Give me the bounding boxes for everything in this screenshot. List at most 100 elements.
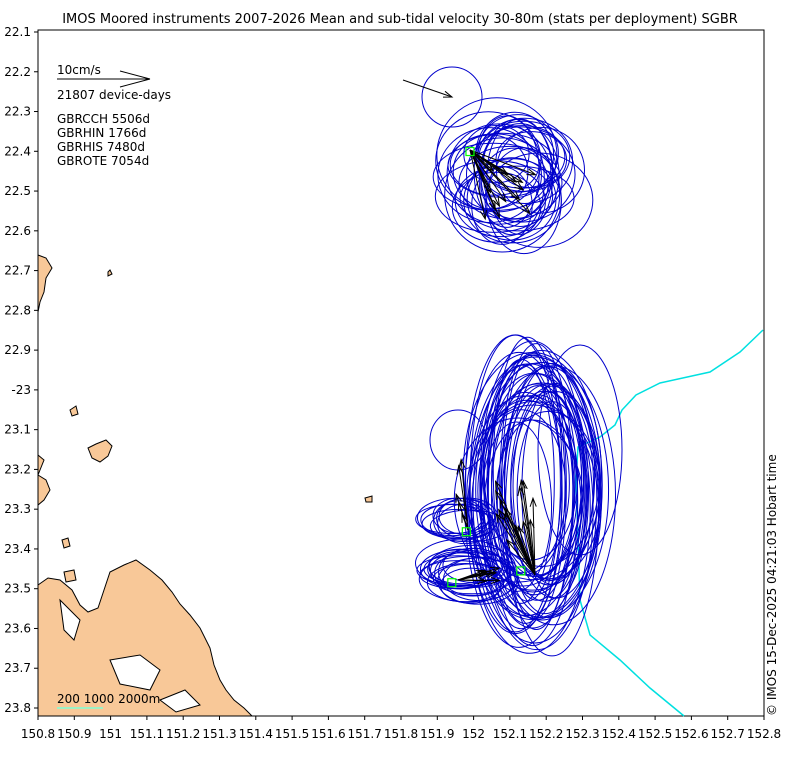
velocity-arrow-head	[457, 500, 465, 512]
velocity-ellipse	[477, 409, 567, 574]
velocity-arrow-head	[514, 182, 525, 191]
west-coast-strip	[37, 254, 53, 313]
velocity-arrow-head	[486, 570, 498, 578]
site-marker	[461, 527, 471, 537]
y-tick-label: -23	[11, 383, 31, 397]
velocity-ellipse	[504, 394, 576, 576]
x-tick-label: 150.9	[57, 727, 91, 741]
velocity-ellipse	[428, 548, 492, 585]
velocity-arrow	[469, 149, 524, 191]
velocity-ellipse	[464, 351, 574, 648]
x-tick-label: 151	[99, 727, 122, 741]
velocity-arrow-head	[526, 168, 537, 176]
velocity-ellipse	[486, 147, 562, 255]
y-tick-label: 22.6	[4, 224, 31, 238]
velocity-arrow-head	[504, 507, 512, 518]
y-tick-label: 22.8	[4, 303, 31, 317]
y-tick-label: 22.9	[4, 343, 31, 357]
velocity-arrow	[469, 149, 523, 183]
velocity-ellipse	[459, 165, 575, 232]
coastline-layer	[37, 254, 373, 717]
island-small-4	[107, 269, 113, 277]
inlets	[59, 598, 201, 713]
x-tick-label: 152.1	[493, 727, 527, 741]
x-tick-label: 151.4	[239, 727, 273, 741]
velocity-arrow	[469, 149, 486, 220]
x-tick-label: 152.8	[747, 727, 781, 741]
x-tick-label: 152.5	[638, 727, 672, 741]
velocity-arrow	[522, 521, 536, 576]
velocity-arrow	[402, 79, 453, 98]
velocity-arrow-head	[495, 489, 503, 500]
velocity-arrow-head	[477, 577, 488, 585]
velocity-arrow	[499, 499, 536, 576]
y-tick-label: 22.2	[4, 65, 31, 79]
velocity-arrow-head	[521, 520, 529, 531]
site-legend-3: GBROTE 7054d	[57, 154, 149, 168]
velocity-arrow-head	[495, 480, 503, 491]
y-tick-label: 22.1	[4, 25, 31, 39]
velocity-arrow-head	[477, 571, 488, 578]
velocity-arrow-head	[517, 524, 525, 536]
island-small-2	[61, 537, 71, 549]
velocity-arrow-head	[529, 496, 537, 507]
y-tick-label: 23.8	[4, 701, 31, 715]
site-marker	[516, 566, 526, 576]
y-axis-ticks: 22.1 22.2 22.3 22.4 22.5 22.6 22.7 22.8 22.9 -23 2…	[4, 25, 38, 715]
velocity-arrow	[458, 465, 469, 531]
x-tick-label: 151.5	[275, 727, 309, 741]
y-tick-label: 22.4	[4, 144, 31, 158]
velocity-ellipse	[446, 123, 552, 225]
y-tick-label: 23.4	[4, 542, 31, 556]
y-tick-label: 22.7	[4, 264, 31, 278]
x-tick-label: 152.7	[711, 727, 745, 741]
depth-legend-label: 200 1000 2000m	[57, 692, 160, 706]
x-tick-label: 152.6	[674, 727, 708, 741]
x-tick-label: 152	[462, 727, 485, 741]
velocity-arrow-head	[498, 167, 510, 176]
device-days-label: 21807 device-days	[57, 88, 171, 102]
velocity-arrow	[457, 571, 487, 581]
velocity-ellipse	[479, 340, 586, 629]
velocity-ellipse	[465, 126, 576, 223]
velocity-arrow-head	[479, 209, 487, 221]
y-tick-label: 23.7	[4, 661, 31, 675]
site-marker	[447, 578, 457, 588]
x-tick-label: 152.2	[529, 727, 563, 741]
velocity-ellipse	[468, 363, 591, 654]
velocity-ellipse	[466, 157, 557, 241]
velocity-ellipse	[484, 152, 594, 248]
velocity-arrow-head	[492, 208, 501, 219]
velocity-arrow-head	[488, 200, 496, 212]
x-tick-label: 151.2	[166, 727, 200, 741]
island-north-keppel	[87, 439, 113, 463]
x-tick-label: 151.3	[202, 727, 236, 741]
velocity-arrow-head	[497, 508, 506, 519]
x-tick-label: 151.9	[420, 727, 454, 741]
figure-title: IMOS Moored instruments 2007-2026 Mean a…	[62, 12, 738, 27]
velocity-ellipse	[483, 395, 579, 561]
y-tick-label: 23.6	[4, 621, 31, 635]
island-small-5	[364, 495, 373, 503]
velocity-ellipses	[414, 66, 623, 657]
velocity-ellipse	[436, 497, 499, 540]
velocity-arrow	[469, 149, 500, 218]
velocity-ellipse	[510, 385, 595, 581]
x-tick-label: 150.8	[21, 727, 55, 741]
velocity-arrow	[517, 526, 536, 576]
velocity-ellipse	[537, 344, 623, 556]
velocity-ellipse	[434, 550, 512, 597]
velocity-arrow	[469, 149, 531, 214]
velocity-ellipse	[482, 372, 585, 578]
x-tick-label: 151.8	[384, 727, 418, 741]
velocity-arrow-head	[505, 538, 515, 549]
velocity-ellipse	[443, 557, 516, 602]
velocity-arrow	[457, 579, 487, 582]
velocity-arrow-head	[490, 576, 501, 584]
scale-arrow-icon	[57, 70, 151, 88]
velocity-arrow-head	[492, 197, 501, 208]
x-tick-label: 152.4	[602, 727, 636, 741]
timestamp-label: © IMOS 15-Dec-2025 04:21:03 Hobart time	[765, 454, 779, 716]
west-coast-strip-3	[37, 474, 51, 507]
velocity-ellipse	[490, 365, 617, 626]
